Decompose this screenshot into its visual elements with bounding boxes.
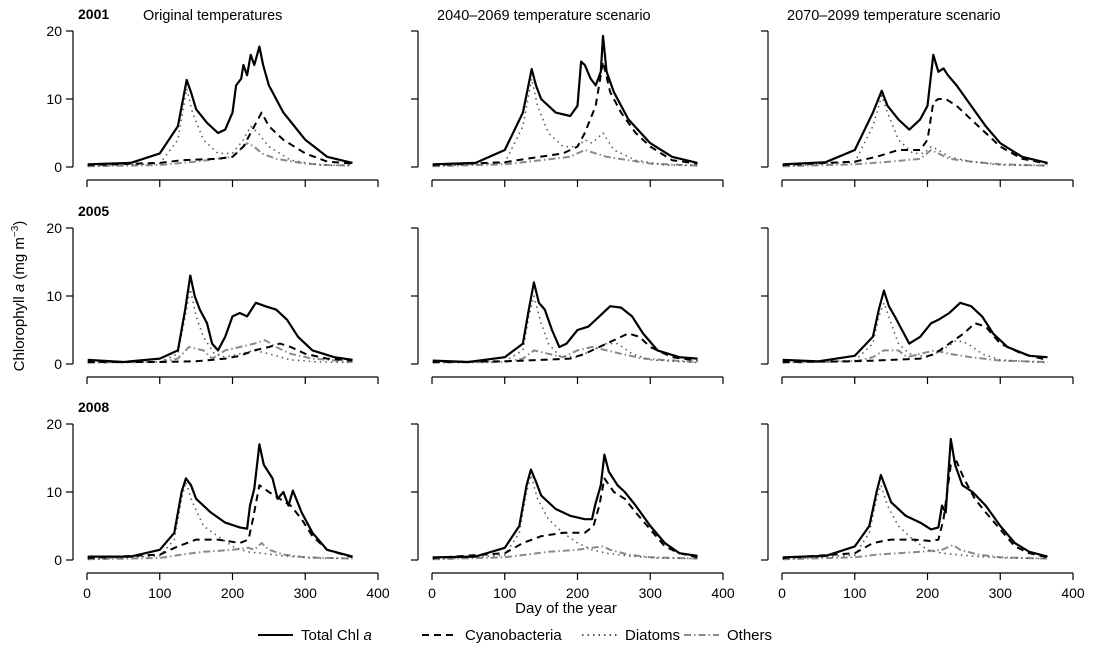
series-diatoms bbox=[432, 295, 698, 364]
y-tick-label: 10 bbox=[46, 288, 62, 304]
series-others bbox=[432, 149, 698, 168]
panel-2001-2 bbox=[411, 30, 724, 187]
x-tick-label: 400 bbox=[1061, 585, 1085, 601]
series-cyano bbox=[782, 98, 1048, 166]
series-others bbox=[87, 142, 353, 168]
y-tick-label: 20 bbox=[46, 23, 62, 39]
y-tick-label: 20 bbox=[46, 220, 62, 236]
series-total bbox=[782, 437, 1048, 559]
column-title-2040-2069: 2040–2069 temperature scenario bbox=[437, 8, 651, 24]
x-tick-label: 300 bbox=[989, 585, 1013, 601]
series-cyano bbox=[87, 111, 353, 166]
series-total bbox=[87, 45, 353, 166]
series-diatoms bbox=[782, 302, 1048, 364]
x-tick-label: 200 bbox=[221, 585, 245, 601]
y-tick-label: 0 bbox=[54, 552, 62, 568]
series-cyano bbox=[782, 460, 1048, 559]
y-tick-label: 20 bbox=[46, 416, 62, 432]
series-others bbox=[87, 542, 353, 561]
x-tick-label: 200 bbox=[916, 585, 940, 601]
legend-label-3: Others bbox=[727, 627, 772, 644]
series-cyano bbox=[432, 60, 698, 166]
row-label-2008: 2008 bbox=[78, 399, 109, 415]
x-tick-label: 0 bbox=[83, 585, 91, 601]
x-tick-label: 400 bbox=[366, 585, 390, 601]
series-total bbox=[432, 281, 698, 364]
series-total bbox=[87, 274, 353, 364]
series-diatoms bbox=[87, 481, 353, 561]
series-diatoms bbox=[87, 88, 353, 168]
series-others bbox=[782, 349, 1048, 364]
x-tick-label: 300 bbox=[639, 585, 663, 601]
series-cyano bbox=[782, 322, 1048, 363]
x-tick-label: 400 bbox=[711, 585, 735, 601]
series-total bbox=[87, 443, 353, 558]
series-diatoms bbox=[432, 474, 698, 561]
x-tick-label: 100 bbox=[843, 585, 867, 601]
series-total bbox=[432, 34, 698, 166]
x-axis-title: Day of the year bbox=[515, 600, 617, 617]
series-total bbox=[782, 53, 1048, 166]
series-cyano bbox=[432, 332, 698, 363]
series-others bbox=[87, 339, 353, 364]
x-tick-label: 0 bbox=[428, 585, 436, 601]
series-others bbox=[432, 545, 698, 561]
series-diatoms bbox=[782, 94, 1048, 168]
y-tick-label: 10 bbox=[46, 91, 62, 107]
column-title-original: Original temperatures bbox=[143, 8, 282, 24]
series-cyano bbox=[432, 477, 698, 559]
x-tick-label: 300 bbox=[294, 585, 318, 601]
row-label-2005: 2005 bbox=[78, 203, 109, 219]
series-others bbox=[782, 544, 1048, 561]
panel-2005-1: 0 10 20 bbox=[46, 220, 379, 384]
series-cyano bbox=[87, 484, 353, 559]
legend: Total Chl a Cyanobacteria Diatoms Others bbox=[258, 627, 772, 644]
legend-label-2: Diatoms bbox=[625, 627, 680, 644]
legend-label-0: Total Chl a bbox=[301, 627, 372, 644]
column-title-2070-2099: 2070–2099 temperature scenario bbox=[787, 8, 1001, 24]
panel-2008-3: 0 100 200 300 400 bbox=[761, 423, 1085, 601]
y-axis-title: Chlorophyll a (mg m−3) bbox=[10, 221, 28, 372]
legend-label-1: Cyanobacteria bbox=[465, 627, 562, 644]
series-cyano bbox=[87, 342, 353, 363]
panel-2001-1: 0 10 20 bbox=[46, 23, 379, 187]
x-tick-label: 0 bbox=[778, 585, 786, 601]
x-tick-label: 100 bbox=[493, 585, 517, 601]
x-tick-label: 100 bbox=[148, 585, 172, 601]
panel-2005-2 bbox=[411, 227, 724, 384]
series-others bbox=[432, 346, 698, 364]
y-tick-label: 0 bbox=[54, 356, 62, 372]
x-tick-label: 200 bbox=[566, 585, 590, 601]
y-tick-label: 10 bbox=[46, 484, 62, 500]
series-others bbox=[782, 149, 1048, 168]
series-total bbox=[432, 453, 698, 559]
panel-2008-2: 0 100 200 300 400 bbox=[411, 423, 735, 601]
panel-2001-3 bbox=[761, 30, 1074, 187]
y-tick-label: 0 bbox=[54, 159, 62, 175]
series-diatoms bbox=[782, 484, 1048, 561]
panel-2005-3 bbox=[761, 227, 1074, 384]
series-total bbox=[782, 289, 1048, 363]
row-label-2001: 2001 bbox=[78, 6, 109, 22]
